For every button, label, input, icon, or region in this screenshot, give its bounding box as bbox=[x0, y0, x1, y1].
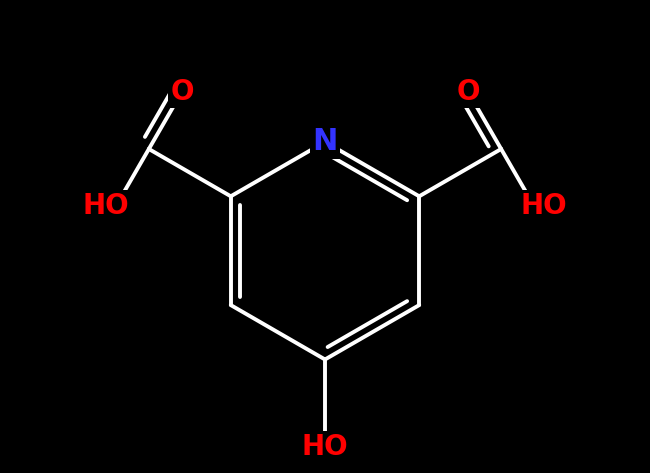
Text: N: N bbox=[312, 127, 338, 157]
Text: HO: HO bbox=[83, 193, 129, 220]
Text: HO: HO bbox=[302, 433, 348, 462]
Text: O: O bbox=[456, 78, 480, 105]
Text: HO: HO bbox=[521, 193, 567, 220]
Text: O: O bbox=[170, 78, 194, 105]
